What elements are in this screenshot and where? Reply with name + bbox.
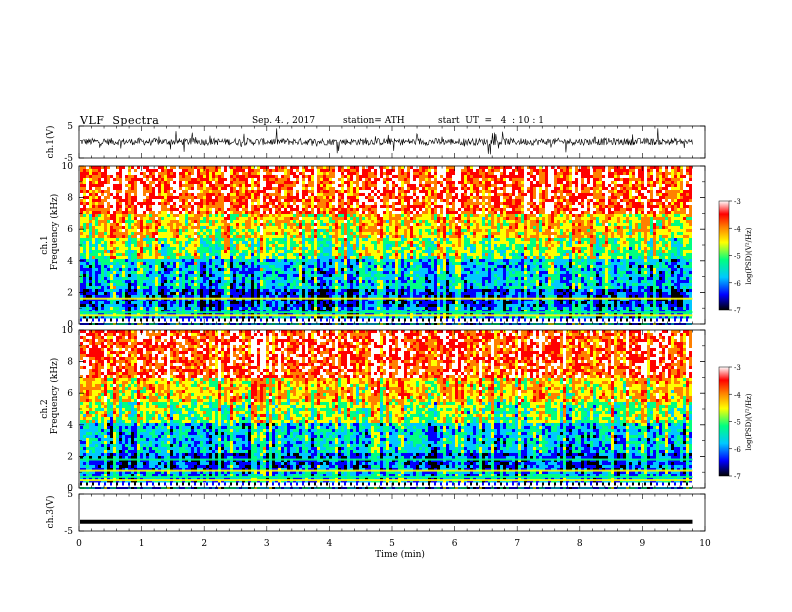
y-tick-label: 10	[62, 326, 74, 336]
y-tick-label: 10	[62, 162, 74, 172]
y-tick-label: 8	[67, 358, 73, 368]
colorbar-tick-label: -4	[734, 391, 741, 399]
colorbar-tick-label: -5	[734, 419, 741, 427]
y-tick-label: 0	[67, 320, 73, 330]
station-label: station= ATH	[343, 116, 405, 126]
spectrogram-emission-line	[80, 297, 693, 300]
start-time-label: start UT = 4 : 10 : 1	[438, 116, 544, 126]
ch2-channel-label: ch.2	[40, 399, 50, 418]
y-tick-label: 2	[67, 452, 73, 462]
y-tick-label: -5	[64, 154, 73, 164]
ch2-colorbar	[718, 366, 730, 477]
y-tick-label: 6	[67, 389, 73, 399]
ch1-frequency-ylabel: Frequency (kHz)	[49, 194, 60, 271]
ch3-waveform-ylabel: ch.3(V)	[45, 496, 56, 529]
ch3-waveform	[80, 519, 693, 524]
ch1-waveform-ylabel: ch.1(V)	[45, 126, 56, 159]
colorbar-tick-label: -3	[734, 364, 741, 372]
ch2-frequency-ylabel: Frequency (kHz)	[49, 358, 60, 435]
colorbar-tick-label: -7	[734, 307, 741, 315]
x-tick-label: 6	[452, 539, 458, 549]
x-tick-label: 5	[389, 539, 395, 549]
y-tick-label: 6	[67, 225, 73, 235]
x-tick-label: 2	[201, 539, 207, 549]
colorbar-tick-label: -4	[734, 225, 741, 233]
ch2-colorbar-label: log(PSD)(V²/Hz)	[745, 393, 753, 450]
x-tick-label: 7	[514, 539, 520, 549]
chart-title: VLF Spectra	[80, 114, 159, 127]
y-tick-label: 8	[67, 194, 73, 204]
y-tick-label: 4	[67, 421, 73, 431]
spectrogram-emission-line	[80, 475, 693, 478]
colorbar-tick-label: -3	[734, 198, 741, 206]
ch1-spectrogram	[80, 166, 704, 325]
spectrogram-emission-line	[80, 479, 693, 482]
x-tick-label: 10	[699, 539, 711, 549]
ch1-colorbar-label: log(PSD)(V²/Hz)	[745, 227, 753, 284]
ch1-waveform	[79, 128, 693, 155]
x-tick-label: 8	[577, 539, 583, 549]
x-tick-label: 9	[640, 539, 646, 549]
colorbar-tick-label: -6	[734, 446, 741, 454]
y-tick-label: 5	[67, 490, 73, 500]
colorbar-tick-label: -7	[734, 473, 741, 481]
ch2-spectrogram	[80, 330, 704, 489]
y-tick-label: 5	[67, 122, 73, 132]
x-axis-label: Time (min)	[375, 549, 425, 560]
y-tick-label: 2	[67, 288, 73, 298]
ch3-waveform-trace	[80, 519, 693, 524]
spectrogram-emission-line	[80, 311, 693, 314]
spectrogram-emission-line	[80, 314, 693, 317]
y-tick-label: 0	[67, 484, 73, 494]
ch1-colorbar	[718, 200, 730, 311]
spectrogram-emission-line	[80, 458, 693, 461]
x-tick-label: 3	[264, 539, 270, 549]
ch1-channel-label: ch.1	[40, 235, 50, 254]
x-tick-label: 1	[139, 539, 145, 549]
ch1-waveform-trace	[79, 128, 693, 155]
colorbar-tick-label: -5	[734, 253, 741, 261]
colorbar-tick-label: -6	[734, 280, 741, 288]
y-tick-label: -5	[64, 527, 73, 537]
y-tick-label: 4	[67, 257, 73, 267]
date-label: Sep. 4. , 2017	[252, 116, 315, 126]
x-tick-label: 0	[76, 539, 82, 549]
ch3-waveform-frame	[78, 493, 706, 532]
x-tick-label: 4	[327, 539, 333, 549]
spectrogram-emission-line	[80, 469, 693, 472]
